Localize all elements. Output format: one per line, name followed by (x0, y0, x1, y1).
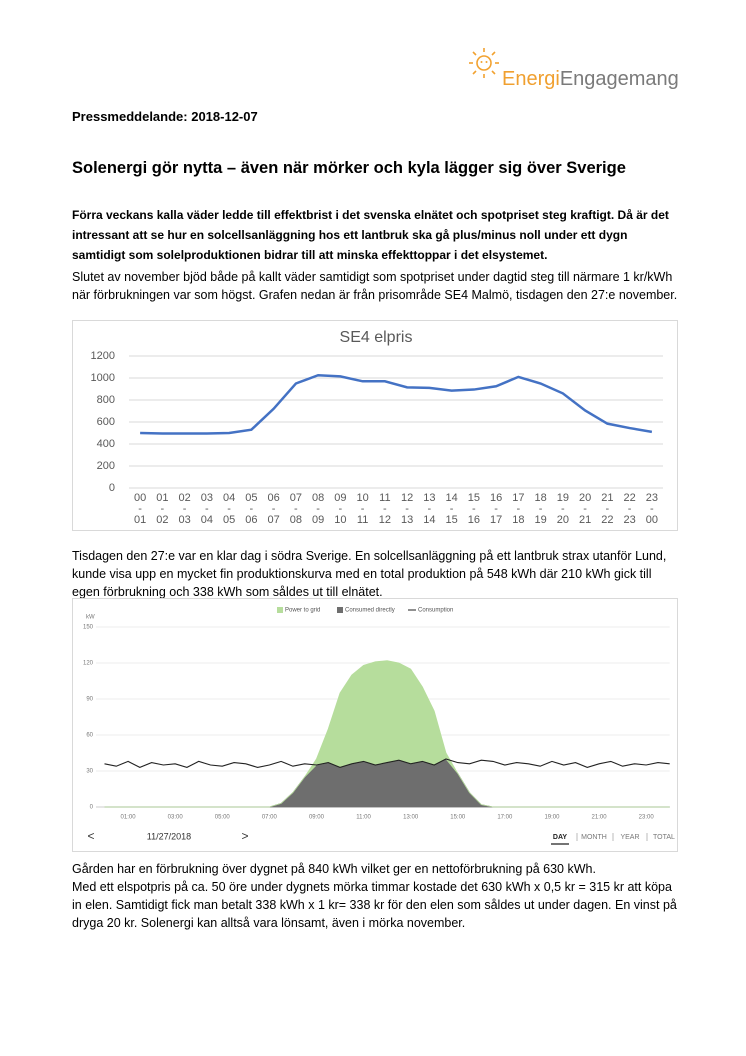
period-tab[interactable]: TOTAL (653, 834, 675, 841)
x-tick-label: 11:00 (356, 815, 371, 821)
x-tick-label: 09:00 (309, 815, 325, 821)
x-tick-label: 03:00 (168, 815, 184, 821)
x-tick-label: 23:00 (639, 815, 655, 821)
x-tick-label: 18 - 19 (534, 492, 547, 526)
lead: Förra veckans kalla väder ledde till eff… (72, 208, 669, 262)
x-tick-label: 13:00 (403, 815, 419, 821)
x-tick-label: 00 - 01 (134, 492, 147, 526)
legend-marker (337, 607, 343, 613)
x-tick-label: 08 - 09 (312, 492, 325, 526)
x-tick-label: 05:00 (215, 815, 231, 821)
date-label: 11/27/2018 (147, 831, 191, 841)
y-tick-label: 200 (97, 460, 115, 472)
period-tab[interactable]: DAY (553, 834, 567, 841)
paragraph: Tisdagen den 27:e var en klar dag i södr… (72, 549, 667, 599)
title: Solenergi gör nytta – även när mörker oc… (72, 159, 626, 177)
chart: SE4 elpris 0 200 400 600 800 1000 1200 (91, 329, 663, 494)
x-tick-label: 11 - 12 (378, 492, 391, 526)
logo-icon (469, 48, 499, 78)
x-tick-label: 09 - 10 (334, 492, 347, 526)
x-tick-label: 06 - 07 (267, 492, 280, 526)
chart-title: SE4 elpris (340, 329, 413, 346)
y-tick-label: 1200 (91, 350, 115, 362)
logo-part: Energi (502, 68, 560, 90)
x-tick-label: 14 - 15 (445, 492, 458, 526)
x-tick-label: 15:00 (450, 815, 466, 821)
x-tick-label: 17 - 18 (512, 492, 525, 526)
prev-button[interactable]: < (87, 829, 94, 843)
y-tick-label: 600 (97, 416, 115, 428)
x-tick-label: 17:00 (497, 815, 513, 821)
paragraph: Med ett elspotpris på ca. 50 öre under d… (72, 880, 677, 930)
x-tick-label: 16 - 17 (490, 492, 503, 526)
period-tab[interactable]: MONTH (581, 834, 607, 841)
paragraph: Gården har en förbrukning över dygnet på… (72, 862, 596, 876)
next-button[interactable]: > (241, 829, 248, 843)
legend-label: Consumption (418, 608, 453, 614)
x-tick-label: 07 - 08 (289, 492, 302, 526)
x-tick-label: 04 - 05 (223, 492, 236, 526)
y-tick-label: 0 (109, 482, 115, 494)
x-tick-label: 03 - 04 (200, 492, 213, 526)
y-tick-label: 60 (86, 733, 93, 739)
x-tick-label: 01 - 02 (156, 492, 169, 526)
x-tick-label: 02 - 03 (178, 492, 191, 526)
consumption-line (104, 758, 670, 769)
y-tick-label: 30 (86, 769, 93, 775)
x-tick-label: 20 - 21 (579, 492, 592, 526)
x-tick-label: 19 - 20 (556, 492, 569, 526)
legend-label: Power to grid (285, 608, 320, 614)
x-tick-label: 13 - 14 (423, 492, 436, 526)
x-tick-label: 07:00 (262, 815, 278, 821)
x-tick-label: 23 - 00 (645, 492, 658, 526)
x-tick-label: 05 - 06 (245, 492, 258, 526)
y-tick-label: 800 (97, 394, 115, 406)
x-tick-label: 21:00 (592, 815, 608, 821)
production-chart: kW 0 30 60 90 120 150 01:00 03:00 05:00 07:00 09:00… (72, 598, 678, 852)
paragraph: Slutet av november bjöd både på kallt vä… (72, 270, 678, 302)
legend-marker (277, 607, 283, 613)
x-tick-label: 01:00 (121, 815, 137, 821)
x-tick-label: 15 - 16 (467, 492, 480, 526)
date-line: Pressmeddelande: 2018-12-07 (72, 109, 258, 124)
area (104, 660, 670, 808)
price-line (140, 373, 653, 435)
y-tick-label: 90 (86, 697, 93, 703)
price-chart: SE4 elpris 0 200 400 600 800 1000 1200 00 - 01 0… (72, 320, 678, 531)
legend-label: Consumed directly (345, 608, 395, 614)
x-tick-label: 10 - 11 (356, 492, 369, 526)
y-tick-label: 400 (97, 438, 115, 450)
logo-part: Engagemang (559, 68, 679, 90)
x-tick-label: 12 - 13 (401, 492, 414, 526)
logo-text: EnergiEngagemang (502, 68, 679, 91)
x-tick-label: 22 - 23 (623, 492, 636, 526)
y-tick-label: 0 (90, 805, 94, 811)
y-tick-label: 150 (83, 625, 94, 631)
x-tick-label: 21 - 22 (601, 492, 614, 526)
x-tick-label: 19:00 (544, 815, 560, 821)
y-axis-label: kW (86, 615, 95, 621)
y-tick-label: 120 (83, 661, 94, 667)
period-tab[interactable]: YEAR (620, 834, 639, 841)
y-tick-label: 1000 (91, 372, 115, 384)
chart: kW 0 30 60 90 120 150 01:00 03:00 05:00 07:00 09:00… (83, 607, 675, 845)
